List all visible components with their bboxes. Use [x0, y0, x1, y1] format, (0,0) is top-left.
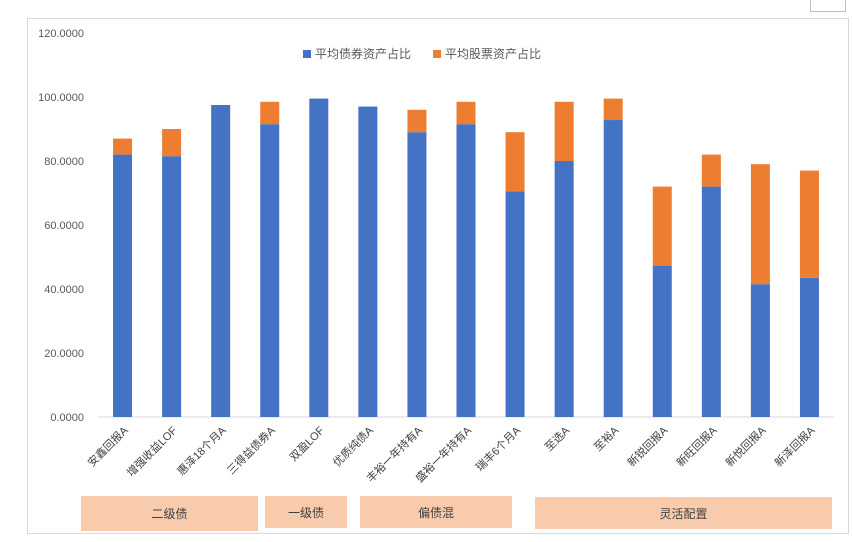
bar-bond-share — [211, 105, 231, 417]
bar-stock-share — [799, 170, 819, 278]
x-tick-label: 新锐回报A — [624, 423, 671, 470]
chart-frame — [27, 18, 849, 534]
bar-bond-share — [407, 132, 427, 417]
bar-stock-share — [652, 186, 672, 266]
bar-bond-share — [799, 277, 819, 417]
legend-label: 平均股票资产占比 — [445, 46, 541, 61]
x-tick-label: 至选A — [542, 423, 572, 453]
x-tick-label: 双盈LOF — [287, 424, 327, 464]
bar-stock-share — [554, 101, 574, 161]
bar-bond-share — [456, 124, 476, 417]
bar-bond-share — [162, 156, 182, 417]
x-tick-label: 瑞丰6个月A — [473, 423, 524, 474]
bar-stock-share — [701, 154, 721, 187]
bar-bond-share — [554, 161, 574, 417]
x-tick-label: 新旺回报A — [673, 423, 720, 470]
legend-swatch — [433, 50, 441, 58]
bar-bond-share — [652, 265, 672, 417]
bar-stock-share — [407, 109, 427, 133]
bar-bond-share — [309, 98, 329, 417]
bar-stock-share — [456, 101, 476, 125]
category-group-label: 偏债混 — [360, 496, 512, 528]
bar-bond-share — [505, 191, 525, 417]
legend-label: 平均债券资产占比 — [315, 46, 411, 61]
x-tick-label: 新悦回报A — [722, 423, 769, 470]
x-tick-label: 增强收益LOF — [124, 423, 180, 479]
bar-bond-share — [113, 154, 133, 417]
y-tick-label: 120.0000 — [38, 28, 84, 40]
y-tick-label: 80.0000 — [44, 156, 84, 168]
x-tick-label: 安鑫回报A — [84, 423, 131, 470]
x-tick-label: 优质纯债A — [330, 423, 377, 470]
bar-bond-share — [750, 284, 770, 417]
y-tick-label: 100.0000 — [38, 92, 84, 104]
bar-stock-share — [603, 98, 623, 121]
bar-stock-share — [113, 138, 133, 155]
x-tick-label: 惠泽18个月A — [174, 423, 229, 478]
bar-stock-share — [750, 164, 770, 285]
corner-decoration — [810, 0, 846, 12]
category-group-label: 一级债 — [265, 496, 347, 528]
y-tick-label: 0.0000 — [50, 412, 84, 424]
bar-bond-share — [358, 106, 378, 417]
bar-stock-share — [505, 132, 525, 192]
category-group-label: 灵活配置 — [535, 497, 832, 529]
x-tick-label: 三得益债券A — [224, 423, 278, 477]
bar-stock-share — [162, 129, 182, 157]
x-tick-label: 新泽回报A — [771, 423, 818, 470]
y-tick-label: 60.0000 — [44, 220, 84, 232]
bar-stock-share — [260, 101, 280, 125]
x-tick-label: 至裕A — [591, 423, 621, 453]
bar-bond-share — [260, 124, 280, 417]
bar-bond-share — [701, 186, 721, 417]
bar-bond-share — [603, 120, 623, 417]
category-group-label: 二级债 — [81, 496, 258, 531]
legend: 平均债券资产占比 平均股票资产占比 — [303, 46, 541, 61]
legend-swatch — [303, 50, 311, 58]
y-tick-label: 40.0000 — [44, 284, 84, 296]
bars — [113, 98, 819, 417]
y-tick-label: 20.0000 — [44, 348, 84, 360]
